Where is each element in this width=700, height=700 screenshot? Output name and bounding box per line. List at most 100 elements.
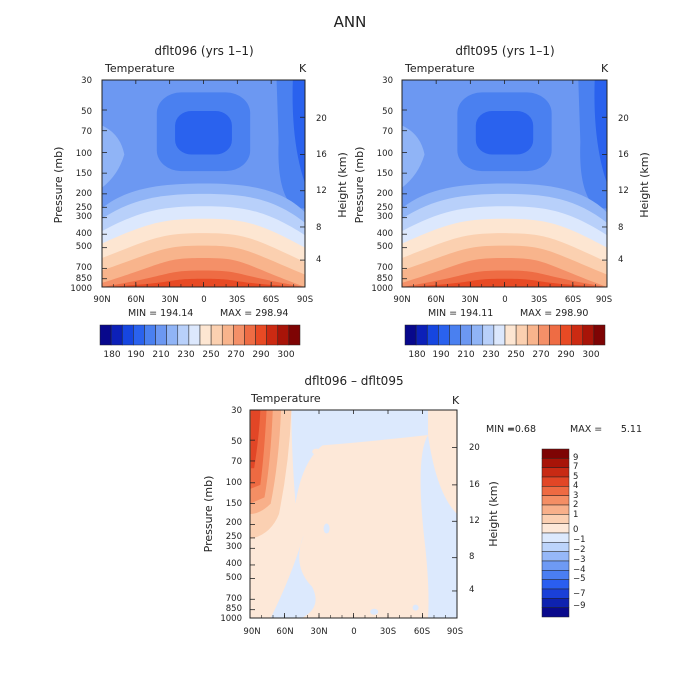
height-tick-label: 20: [316, 114, 327, 124]
height-tick-label: 4: [469, 585, 474, 595]
colorbar: [99, 324, 301, 346]
temperature-field: [102, 80, 305, 287]
y-tick-labels: 30 50 70 100 150 200 250 300 400 500 700…: [70, 76, 92, 294]
contour-band: [402, 125, 425, 188]
colorbar: [541, 448, 570, 618]
colorbar-label: −2: [573, 545, 586, 555]
contour-band: [412, 604, 419, 611]
height-tick-labels: 20 16 12 8 4: [316, 114, 327, 265]
y-axis-title: Pressure (mb): [202, 476, 215, 553]
x-tick-label: 90S: [297, 295, 313, 305]
colorbar-label: 210: [457, 350, 474, 360]
colorbar-swatch: [541, 588, 570, 599]
colorbar-label: −7: [573, 589, 586, 599]
colorbar-swatch: [541, 542, 570, 552]
colorbar-label: −4: [573, 565, 586, 575]
contour-band: [594, 80, 607, 184]
height-tick-label: 16: [618, 150, 629, 160]
colorbar-swatch: [541, 448, 570, 459]
colorbar-swatch: [266, 324, 279, 346]
y-tick-label: 250: [226, 532, 242, 542]
contour-band: [270, 534, 316, 618]
panel-title: dflt096 (yrs 1–1): [154, 44, 253, 58]
colorbar-labels: 180 190 210 230 250 270 290 300: [408, 350, 599, 360]
difference-field: [250, 410, 457, 618]
colorbar-swatch: [541, 551, 570, 562]
colorbar-label: 9: [573, 453, 578, 463]
y-tick-label: 700: [377, 263, 393, 273]
y-tick-label: 150: [226, 499, 242, 509]
height-tick-label: 16: [316, 150, 327, 160]
y-tick-label: 50: [81, 107, 92, 117]
y-tick-label: 200: [226, 518, 242, 528]
colorbar-label: 230: [482, 350, 499, 360]
colorbar-swatch: [493, 324, 506, 346]
colorbar-swatch: [255, 324, 267, 346]
contour-band: [175, 111, 232, 155]
temperature-field: [402, 80, 607, 287]
axis-ticks: [101, 79, 306, 288]
height-tick-label: 4: [316, 255, 321, 265]
colorbar-swatch: [404, 324, 417, 346]
height-tick-label: 4: [618, 255, 623, 265]
x-tick-label: 90S: [596, 295, 612, 305]
units-label: K: [601, 62, 609, 75]
max-label: MAX = 298.94: [220, 308, 288, 319]
colorbar-label: 270: [227, 350, 244, 360]
colorbar-swatch: [199, 324, 212, 346]
colorbar: [404, 324, 606, 346]
colorbar-swatch: [541, 570, 570, 580]
colorbar-swatch: [99, 324, 112, 346]
colorbar-label: 7: [573, 462, 578, 472]
colorbar-swatch: [541, 458, 570, 468]
colorbar-swatch: [593, 324, 606, 346]
y-tick-label: 400: [377, 229, 393, 239]
min-label: MIN = 194.11: [428, 308, 493, 319]
y-tick-label: 700: [226, 594, 242, 604]
x-tick-label: 30S: [531, 295, 547, 305]
colorbar-label: 290: [557, 350, 574, 360]
colorbar-label: 190: [432, 350, 449, 360]
y-tick-label: 300: [226, 542, 242, 552]
field-label: Temperature: [104, 62, 175, 75]
colorbar-swatch: [110, 324, 123, 346]
units-label: K: [452, 394, 460, 407]
colorbar-swatch: [177, 324, 190, 346]
y-tick-label: 30: [81, 76, 92, 86]
y-tick-label: 700: [76, 263, 92, 273]
colorbar-swatch: [471, 324, 484, 346]
y-tick-label: 850: [76, 274, 92, 284]
height-tick-labels: 20 16 12 8 4: [618, 114, 629, 265]
x-tick-label: 90N: [243, 627, 260, 637]
colorbar-label: 180: [103, 350, 120, 360]
y-tick-labels: 30 50 70 100 150 200 250 300 400 500 700…: [220, 406, 242, 624]
x-tick-label: 90N: [393, 295, 410, 305]
height-tick-label: 20: [618, 114, 629, 124]
x-tick-label: 60S: [414, 627, 430, 637]
y-tick-labels: 30 50 70 100 150 200 250 300 400 500 700…: [371, 76, 393, 294]
colorbar-swatch: [233, 324, 245, 346]
colorbar-swatch: [541, 598, 570, 608]
x-tick-label: 30N: [310, 627, 327, 637]
colorbar-swatch: [460, 324, 472, 346]
height-tick-label: 12: [618, 186, 629, 196]
max-label: MAX =: [570, 424, 602, 435]
x-tick-label: 30S: [380, 627, 396, 637]
colorbar-label: 3: [573, 491, 578, 501]
panel-dflt096: dflt096 (yrs 1–1) Temperature K 30 50 70…: [52, 44, 349, 360]
colorbar-swatch: [538, 324, 550, 346]
colorbar-swatch: [482, 324, 495, 346]
y-tick-label: 1000: [220, 614, 242, 624]
x-tick-label: 60N: [276, 627, 293, 637]
units-label: K: [299, 62, 307, 75]
colorbar-swatch: [438, 324, 450, 346]
y-tick-label: 200: [76, 189, 92, 199]
x-tick-labels: 90N 60N 30N 0 30S 60S 90S: [393, 295, 612, 305]
y-tick-label: 300: [377, 212, 393, 222]
colorbar-swatch: [426, 324, 439, 346]
colorbar-swatch: [560, 324, 572, 346]
x-tick-label: 90N: [93, 295, 110, 305]
x-tick-labels: 90N 60N 30N 0 30S 60S 90S: [93, 295, 313, 305]
colorbar-swatch: [277, 324, 290, 346]
colorbar-swatch: [244, 324, 256, 346]
